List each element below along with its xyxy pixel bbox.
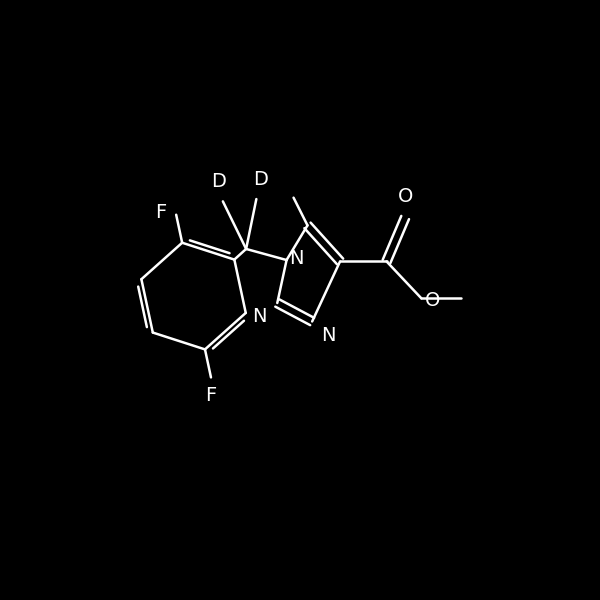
Text: O: O	[425, 291, 440, 310]
Text: D: D	[254, 170, 268, 189]
Text: F: F	[205, 386, 217, 405]
Text: N: N	[289, 249, 304, 268]
Text: D: D	[211, 172, 226, 191]
Text: O: O	[397, 187, 413, 206]
Text: N: N	[322, 326, 336, 345]
Text: F: F	[155, 203, 166, 222]
Text: N: N	[253, 307, 267, 326]
